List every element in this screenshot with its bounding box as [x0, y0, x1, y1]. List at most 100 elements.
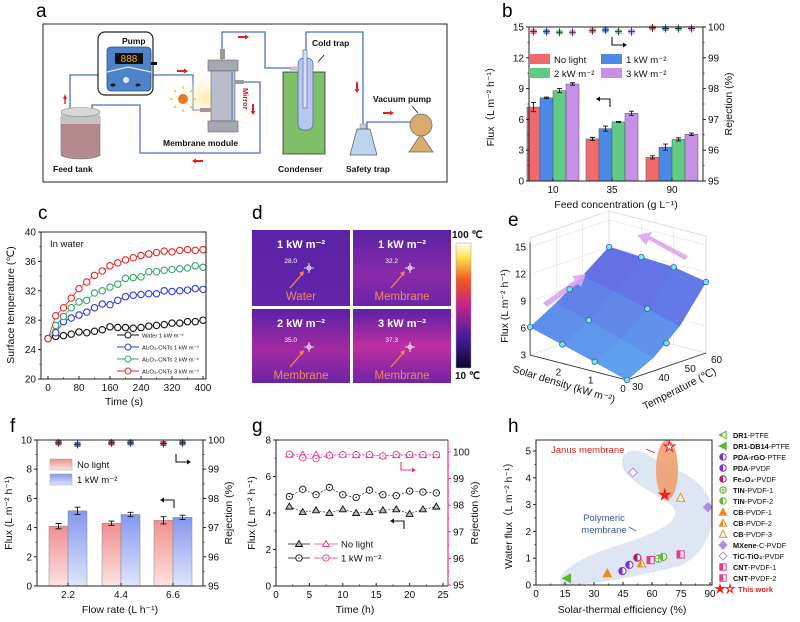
data-point — [561, 573, 572, 584]
data-point — [51, 328, 60, 337]
data-point — [59, 303, 68, 312]
safety-trap-label: Safety trap — [346, 164, 390, 174]
legend-item: Water 1 kW m⁻² — [117, 331, 184, 340]
legend-swatch — [49, 473, 73, 486]
peristaltic-pump: 888 Pump — [97, 31, 157, 96]
data-point — [168, 319, 176, 327]
data-point — [137, 290, 145, 299]
panel-label-c: c — [38, 203, 48, 224]
y2-tick-label: 96 — [708, 146, 720, 157]
rejection-error-bar — [569, 28, 576, 37]
data-point-plus — [719, 486, 727, 494]
y2-axis-label: Rejection (%) — [469, 481, 481, 544]
data-point-center — [435, 453, 438, 456]
data-point — [294, 539, 304, 547]
rejection-error-bar — [543, 27, 550, 36]
legend-label-substrate: -C-PVDF — [757, 541, 787, 550]
data-point — [114, 323, 122, 332]
legend-label-substrate: -PVDF-2 — [745, 497, 773, 506]
error-bar — [531, 102, 536, 113]
data-point — [646, 555, 655, 565]
janus-pointer — [645, 448, 656, 454]
thermal-tile-4 — [353, 309, 451, 383]
legend-item: DR1-PTFE — [718, 430, 769, 440]
janus-membrane-label: Janus membrane — [551, 445, 624, 456]
data-point-center — [382, 455, 384, 457]
data-point — [152, 248, 161, 257]
bar — [585, 138, 600, 182]
data-point — [338, 504, 348, 513]
legend-item: TIN-PVDF-1 — [719, 486, 773, 495]
data-point — [718, 551, 728, 561]
data-point — [59, 312, 68, 321]
data-point — [670, 264, 677, 271]
y2-tick-label: 95 — [208, 582, 220, 593]
data-point-center — [342, 453, 344, 456]
data-point — [90, 289, 99, 297]
y-axis-label: Water flux（L m⁻² h⁻¹） — [503, 457, 515, 569]
legend-swatch — [49, 458, 73, 471]
z-tick-label: 12 — [515, 270, 527, 281]
bar — [624, 112, 639, 182]
x-tick-label: 10 — [547, 185, 559, 196]
legend-label-material: TIN — [733, 497, 745, 506]
legend-label: 1 kW m⁻² — [626, 55, 666, 66]
tile-temperature-reading: 35.0 — [284, 337, 297, 344]
y2-tick-label: 99 — [208, 465, 220, 476]
data-point — [176, 246, 184, 255]
legend-item: CB-PVDF-3 — [718, 529, 772, 539]
y-tick-label: 8 — [265, 436, 271, 447]
legend-label: 2 kW m⁻² — [554, 69, 594, 80]
data-point — [718, 430, 727, 440]
temperature-tick-label: 30 — [632, 382, 644, 393]
legend-label-material: DR1 — [733, 431, 748, 440]
legend-label: DR1-PTFE — [733, 431, 769, 440]
data-point — [675, 492, 686, 502]
legend-item: PDA-PVDF — [719, 464, 771, 473]
data-point — [152, 321, 161, 330]
data-point-center — [382, 494, 384, 496]
data-point — [67, 303, 76, 312]
data-point — [59, 331, 68, 340]
pointer-arrow — [390, 273, 404, 289]
bar — [120, 514, 141, 587]
crosshair-icon — [304, 263, 314, 273]
x-axis-label: Time (s) — [105, 396, 143, 408]
flux-axis-pointer-head — [160, 497, 164, 503]
pump-label: Pump — [122, 36, 146, 46]
data-point — [199, 285, 207, 294]
pointer-arrow-head — [299, 271, 304, 276]
legend-label-material: CNT — [733, 574, 749, 583]
legend-label: CNT-PVDF-1 — [733, 563, 776, 572]
data-point — [145, 289, 153, 298]
legend-item: CB-PVDF-1 — [718, 507, 772, 517]
legend-label-material: CB — [733, 530, 744, 539]
panel-label-h: h — [508, 416, 519, 437]
legend-label-material: CB — [733, 519, 744, 528]
tile-irradiance-title: 2 kW m⁻² — [277, 318, 325, 330]
data-point — [160, 287, 169, 295]
data-point — [199, 263, 207, 272]
legend-item: 3 kW m⁻² — [601, 68, 666, 80]
legend-item: 1 kW m⁻² — [601, 54, 666, 66]
x-tick-label: 2.2 — [61, 590, 75, 601]
legend-marker — [124, 343, 132, 351]
data-point — [129, 324, 138, 333]
temperature-colorbar — [455, 242, 472, 369]
condenser-label: Condenser — [278, 164, 323, 174]
error-bar — [629, 110, 634, 116]
flux-axis-pointer — [393, 520, 405, 529]
data-point — [311, 505, 321, 514]
legend-label-substrate: -PTFE — [769, 442, 790, 451]
x-axis-label: Solar-thermal efficiency (%) — [558, 604, 687, 616]
data-point — [719, 475, 727, 483]
x-tick-label: 240 — [133, 383, 150, 394]
data-point — [724, 582, 736, 595]
y-tick-label: 6 — [265, 472, 271, 483]
x-tick-label: 75 — [675, 589, 687, 600]
y2-tick-label: 97 — [453, 527, 465, 538]
bar — [153, 520, 174, 587]
error-bar — [55, 523, 62, 530]
